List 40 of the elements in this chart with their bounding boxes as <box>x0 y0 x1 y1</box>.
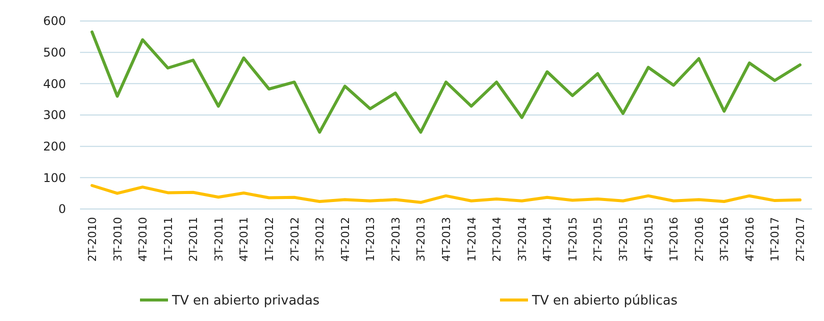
y-tick-label: 600 <box>43 14 66 28</box>
x-tick-label: 3T-2014 <box>516 217 529 262</box>
x-tick-label: 1T-2017 <box>768 217 782 262</box>
x-tick-label: 4T-2015 <box>642 217 656 262</box>
x-tick-label: 3T-2015 <box>617 217 630 262</box>
x-tick-label: 1T-2011 <box>162 217 175 262</box>
line-series <box>90 30 802 134</box>
x-tick-label: 1T-2016 <box>668 217 681 262</box>
x-tick-label: 3T-2016 <box>718 217 732 262</box>
y-tick-label: 300 <box>43 108 66 122</box>
x-tick-label: 2T-2016 <box>692 217 706 262</box>
x-tick-label: 2T-2013 <box>389 217 402 262</box>
x-tick-label: 4T-2014 <box>541 217 554 262</box>
y-tick-label: 400 <box>43 76 66 91</box>
x-tick-label: 4T-2016 <box>743 217 756 262</box>
x-tick-label: 4T-2013 <box>440 217 453 262</box>
x-tick-label: 3T-2010 <box>111 217 124 262</box>
x-tick-label: 4T-2012 <box>338 217 352 262</box>
x-tick-label: 3T-2012 <box>314 217 327 262</box>
x-tick-label: 2T-2011 <box>187 217 200 262</box>
x-tick-label: 2T-2015 <box>592 217 605 262</box>
x-tick-label: 2T-2012 <box>288 217 302 262</box>
y-tick-label: 0 <box>58 202 66 216</box>
x-tick-label: 2T-2010 <box>86 217 99 262</box>
x-tick-label: 1T-2013 <box>364 217 378 262</box>
x-tick-label: 1T-2015 <box>566 217 580 262</box>
line-series <box>90 184 802 204</box>
x-tick-label: 3T-2011 <box>212 217 226 262</box>
x-tick-label: 1T-2012 <box>263 217 276 262</box>
y-tick-label: 200 <box>43 140 66 154</box>
x-tick-label: 1T-2014 <box>465 217 478 262</box>
x-tick-label: 3T-2013 <box>414 217 428 262</box>
legend-label: TV en abierto públicas <box>531 294 678 309</box>
y-tick-label: 500 <box>43 46 66 60</box>
x-tick-label: 2T-2014 <box>490 217 504 262</box>
x-tick-label: 4T-2011 <box>238 217 251 262</box>
x-tick-label: 4T-2010 <box>136 217 150 262</box>
x-tick-label: 2T-2017 <box>794 217 807 262</box>
legend-label: TV en abierto privadas <box>171 294 320 309</box>
y-tick-label: 100 <box>43 170 66 185</box>
